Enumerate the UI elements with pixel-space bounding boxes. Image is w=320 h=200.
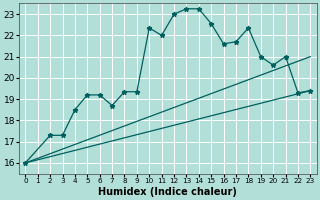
X-axis label: Humidex (Indice chaleur): Humidex (Indice chaleur) [98, 187, 237, 197]
